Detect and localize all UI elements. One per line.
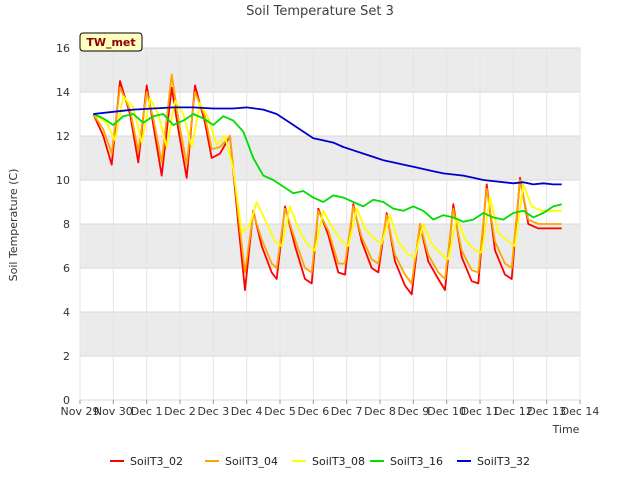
chart-title: Soil Temperature Set 3 <box>246 4 394 19</box>
x-tick-label: Dec 7 <box>331 405 363 418</box>
x-tick-label: Dec 9 <box>397 405 429 418</box>
plot-band <box>80 48 580 92</box>
x-tick-label: Dec 13 <box>527 405 566 418</box>
x-tick-label: Dec 11 <box>461 405 500 418</box>
legend-label: SoilT3_02 <box>130 455 183 468</box>
x-tick-label: Dec 4 <box>231 405 263 418</box>
x-tick-label: Dec 10 <box>427 405 466 418</box>
series-line-soilt3_04 <box>92 73 562 285</box>
x-tick-label: Dec 12 <box>494 405 533 418</box>
legend-label: SoilT3_16 <box>390 455 443 468</box>
legend-label: SoilT3_32 <box>477 455 530 468</box>
x-tick-label: Dec 3 <box>197 405 229 418</box>
legend: SoilT3_02 SoilT3_04 SoilT3_08 SoilT3_16 Soil… <box>110 455 530 468</box>
y-tick-label: 16 <box>56 42 70 55</box>
y-tick-label: 14 <box>56 86 70 99</box>
series-line-soilt3_08 <box>92 95 562 261</box>
x-tick-label: Dec 14 <box>561 405 600 418</box>
y-tick-label: 6 <box>63 262 70 275</box>
x-tick-label: Nov 29 <box>61 405 100 418</box>
y-tick-label: 10 <box>56 174 70 187</box>
y-axis-label: Soil Temperature (C) <box>7 169 20 282</box>
plot-band <box>80 312 580 356</box>
y-axis-ticks: 0 2 4 6 8 10 12 14 16 <box>56 42 70 407</box>
x-axis-label: Time <box>552 423 580 436</box>
y-tick-label: 0 <box>63 394 70 407</box>
y-tick-label: 8 <box>63 218 70 231</box>
y-tick-label: 4 <box>63 306 70 319</box>
x-tick-label: Dec 5 <box>264 405 296 418</box>
legend-label: SoilT3_04 <box>225 455 278 468</box>
x-tick-label: Dec 6 <box>297 405 329 418</box>
station-badge-label: TW_met <box>86 36 135 49</box>
series-line-soilt3_16 <box>92 113 562 223</box>
series-lines <box>92 73 562 296</box>
y-tick-label: 2 <box>63 350 70 363</box>
legend-label: SoilT3_08 <box>312 455 365 468</box>
series-line-soilt3_32 <box>93 106 562 186</box>
x-tick-label: Dec 1 <box>131 405 163 418</box>
x-tick-label: Nov 30 <box>94 405 133 418</box>
y-tick-label: 12 <box>56 130 70 143</box>
x-tick-label: Dec 8 <box>364 405 396 418</box>
x-tick-label: Dec 2 <box>164 405 196 418</box>
station-badge: TW_met <box>79 32 143 52</box>
plot-band <box>80 224 580 268</box>
station-badge-box <box>79 32 143 52</box>
